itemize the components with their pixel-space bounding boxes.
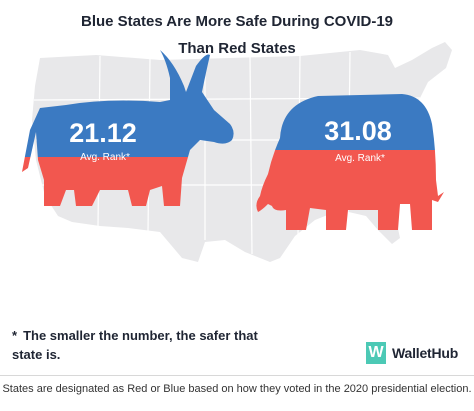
avg-rank-label-red-states: Avg. Rank* — [335, 153, 385, 164]
footnote-asterisk: * — [12, 328, 18, 343]
chart-marks: 21.12 Avg. Rank* 31.08 Avg. Rank* — [69, 116, 392, 164]
footnote-text: The smaller the number, the safer that s… — [12, 328, 258, 362]
chart-title: Blue States Are More Safe During COVID-1… — [0, 8, 474, 62]
chart-title-line-1: Blue States Are More Safe During COVID-1… — [80, 13, 394, 30]
caption-divider — [0, 375, 474, 376]
elephant-shape — [275, 94, 435, 150]
donkey-shape-red-part — [22, 157, 188, 206]
wallethub-logo-icon: W — [366, 342, 386, 364]
chart-title-line-2: Than Red States — [178, 40, 296, 57]
wallethub-logo: W WalletHub — [366, 342, 458, 364]
elephant-shape-red-part — [256, 150, 444, 230]
value-label-red-states: 31.08 — [324, 116, 392, 146]
elephant-icon — [256, 94, 444, 230]
caption: States are designated as Red or Blue bas… — [2, 383, 472, 395]
state-border-line — [249, 56, 253, 255]
donkey-shape — [24, 50, 234, 157]
wallethub-logo-text: WalletHub — [392, 345, 459, 361]
donkey-icon — [22, 50, 234, 206]
footnote: * The smaller the number, the safer that … — [12, 326, 272, 364]
avg-rank-label-blue-states: Avg. Rank* — [80, 152, 130, 163]
value-label-blue-states: 21.12 — [69, 118, 137, 148]
